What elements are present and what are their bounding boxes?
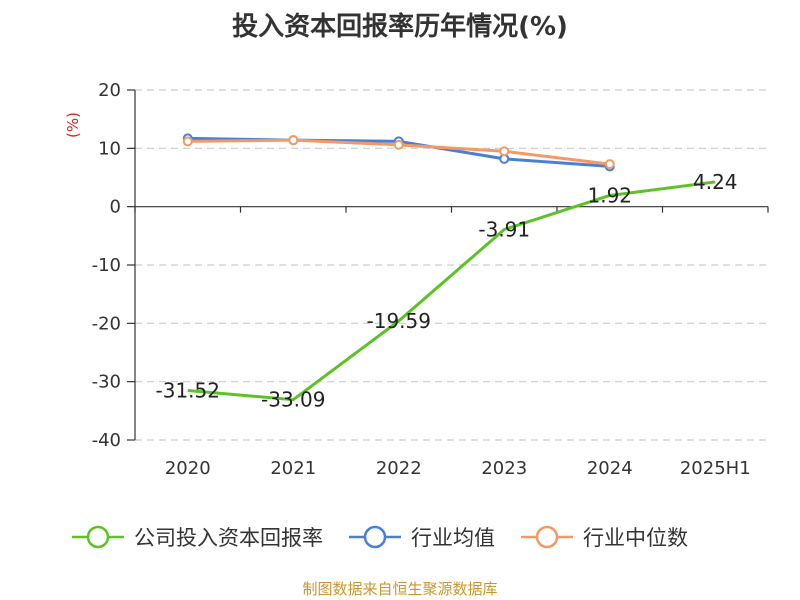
y-tick-label: 10 bbox=[98, 138, 121, 159]
legend-marker bbox=[363, 525, 387, 549]
data-point bbox=[499, 146, 510, 157]
data-label: -3.91 bbox=[478, 217, 530, 241]
data-point bbox=[182, 136, 193, 147]
legend-marker bbox=[535, 525, 559, 549]
x-tick-labels: 2020 2021 2022 2023 2024 2025H1 bbox=[165, 458, 751, 479]
x-tick-label: 2023 bbox=[481, 458, 527, 479]
data-labels: -31.52 -33.09 -19.59 -3.91 1.92 4.24 bbox=[156, 170, 738, 412]
y-tick-label: -20 bbox=[92, 313, 121, 334]
data-label: 4.24 bbox=[693, 170, 738, 194]
grid-lines bbox=[135, 89, 768, 441]
x-tick-label: 2020 bbox=[165, 458, 211, 479]
legend-marker bbox=[86, 525, 110, 549]
legend-label: 行业中位数 bbox=[583, 526, 688, 550]
series-line bbox=[187, 180, 716, 402]
series-lines bbox=[182, 133, 716, 402]
legend: 公司投入资本回报率 行业均值 行业中位数 bbox=[72, 525, 688, 550]
source-note: 制图数据来自恒生聚源数据库 bbox=[302, 580, 498, 598]
x-tick-label: 2022 bbox=[376, 458, 422, 479]
data-point bbox=[288, 135, 299, 146]
y-tick-label: -40 bbox=[92, 430, 121, 451]
data-label: -33.09 bbox=[261, 388, 325, 412]
chart-title: 投入资本回报率历年情况(%) bbox=[232, 12, 568, 42]
legend-label: 行业均值 bbox=[411, 526, 495, 550]
data-label: -31.52 bbox=[156, 379, 220, 403]
x-tick-label: 2024 bbox=[587, 458, 633, 479]
x-tick-label: 2025H1 bbox=[680, 458, 751, 479]
y-tick-label: -30 bbox=[92, 372, 121, 393]
y-tick-label: -10 bbox=[92, 255, 121, 276]
data-point bbox=[604, 159, 615, 170]
legend-label: 公司投入资本回报率 bbox=[134, 526, 323, 550]
data-label: -19.59 bbox=[367, 309, 431, 333]
data-point bbox=[393, 139, 404, 150]
x-tick-label: 2021 bbox=[270, 458, 316, 479]
y-tick-label: 20 bbox=[98, 80, 121, 101]
y-axis-label: (%) bbox=[64, 112, 82, 138]
axes bbox=[127, 89, 769, 441]
data-label: 1.92 bbox=[587, 183, 632, 207]
y-tick-labels: 20 10 0 -10 -20 -30 -40 bbox=[92, 80, 121, 451]
y-tick-label: 0 bbox=[110, 197, 121, 218]
